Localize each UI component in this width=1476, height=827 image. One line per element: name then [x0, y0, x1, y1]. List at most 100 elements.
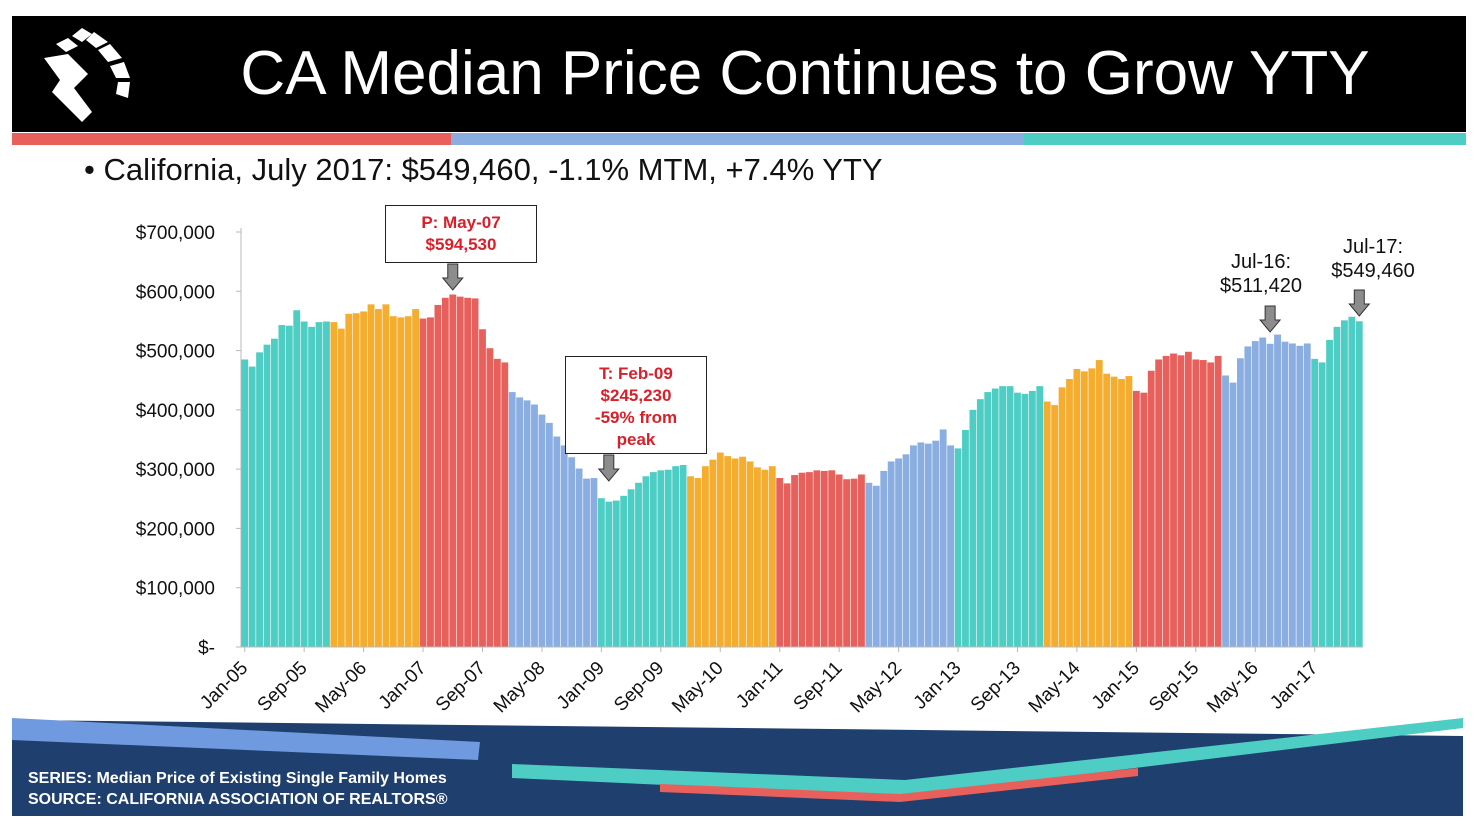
price-bar — [523, 400, 531, 647]
price-bar — [679, 464, 687, 647]
series-note: SERIES: Median Price of Existing Single … — [28, 770, 447, 787]
price-bar — [456, 296, 464, 647]
price-bar — [493, 358, 501, 647]
price-bar — [278, 325, 286, 647]
price-bar — [635, 482, 642, 647]
y-tick-label: $500,000 — [136, 342, 215, 363]
price-bar — [1125, 376, 1133, 647]
price-bar — [1303, 343, 1311, 647]
price-bar — [345, 313, 353, 647]
price-bar — [1177, 355, 1185, 647]
jul17-annotation: Jul-17: $549,460 — [1318, 235, 1428, 283]
price-bar — [746, 461, 754, 647]
price-bar — [1014, 392, 1021, 647]
peak-label: P: May-07 — [421, 213, 501, 232]
price-bar — [404, 316, 412, 647]
price-bar — [449, 294, 457, 647]
price-bar — [642, 476, 650, 647]
price-bar — [501, 362, 509, 647]
y-tick-label: $200,000 — [136, 519, 215, 540]
price-bar — [1066, 379, 1073, 647]
price-bar — [560, 445, 568, 647]
price-bar — [471, 298, 479, 647]
title-underline-stripes — [12, 133, 1466, 145]
price-bar — [531, 404, 538, 647]
trough-arrow-icon — [597, 454, 620, 482]
trough-value: $245,230 — [600, 386, 672, 405]
peak-value: $594,530 — [425, 235, 497, 254]
trough-change-suffix: peak — [616, 430, 656, 449]
price-bar — [419, 318, 427, 647]
price-bar — [917, 442, 925, 647]
price-bar — [568, 457, 576, 647]
price-bar — [1095, 360, 1103, 647]
page-title: CA Median Price Continues to Grow YTY — [240, 39, 1370, 108]
header-bar: CA Median Price Continues to Grow YTY — [12, 16, 1466, 132]
y-tick-label: $700,000 — [136, 223, 215, 244]
price-bar — [976, 399, 984, 647]
trough-change: -59% from — [594, 408, 678, 427]
price-bar — [701, 466, 709, 647]
price-bar — [731, 458, 739, 647]
price-bar — [1103, 373, 1111, 647]
price-bar — [315, 322, 323, 647]
price-bar — [308, 326, 316, 647]
price-bar — [687, 476, 694, 647]
price-bar — [1155, 359, 1163, 647]
price-bar — [1058, 387, 1066, 647]
price-bar — [1341, 320, 1348, 647]
price-bar — [969, 409, 977, 647]
price-bar — [865, 482, 873, 647]
price-bar — [1140, 392, 1148, 647]
price-bar — [263, 344, 271, 647]
price-bar — [813, 470, 821, 647]
price-bar — [1110, 376, 1118, 647]
price-bar — [1326, 339, 1333, 647]
price-bar — [664, 469, 672, 647]
price-bar — [962, 430, 969, 647]
price-bar — [516, 397, 524, 647]
footer-text: SERIES: Median Price of Existing Single … — [28, 768, 448, 810]
price-bar — [1170, 353, 1177, 647]
price-bar — [947, 445, 955, 647]
price-bar — [605, 501, 613, 647]
price-bar — [902, 454, 910, 647]
price-bar — [337, 328, 345, 647]
price-bar — [895, 458, 903, 647]
price-bar — [1021, 393, 1029, 647]
price-bar — [464, 297, 472, 647]
price-bar — [1184, 351, 1192, 647]
price-bar — [835, 474, 843, 647]
price-bar — [627, 489, 635, 647]
price-bar — [694, 478, 702, 647]
price-bar — [256, 352, 263, 647]
price-bar — [1288, 343, 1296, 647]
price-bar — [858, 474, 865, 647]
price-bar — [939, 429, 947, 647]
price-bar — [612, 500, 620, 647]
price-bar — [1229, 382, 1237, 647]
price-bar — [1006, 386, 1014, 647]
price-bar — [434, 304, 442, 647]
price-bar — [932, 440, 940, 647]
peak-annotation: P: May-07 $594,530 — [385, 205, 537, 263]
source-note: SOURCE: CALIFORNIA ASSOCIATION OF REALTO… — [28, 791, 448, 808]
price-bar — [1296, 345, 1304, 647]
price-bar — [1318, 362, 1326, 647]
price-bar — [285, 325, 293, 647]
price-bar — [382, 304, 390, 647]
price-bar — [1222, 375, 1229, 647]
price-bar — [776, 478, 784, 647]
price-bar — [575, 468, 583, 647]
price-bar — [397, 317, 405, 647]
price-bar — [657, 470, 665, 647]
price-bar — [649, 472, 657, 647]
price-bar — [248, 366, 256, 647]
price-bar — [754, 467, 761, 647]
trough-label: T: Feb-09 — [599, 364, 673, 383]
price-bar — [709, 459, 717, 647]
price-bar — [620, 495, 628, 647]
price-bar — [1274, 334, 1281, 647]
price-bar — [508, 392, 516, 647]
